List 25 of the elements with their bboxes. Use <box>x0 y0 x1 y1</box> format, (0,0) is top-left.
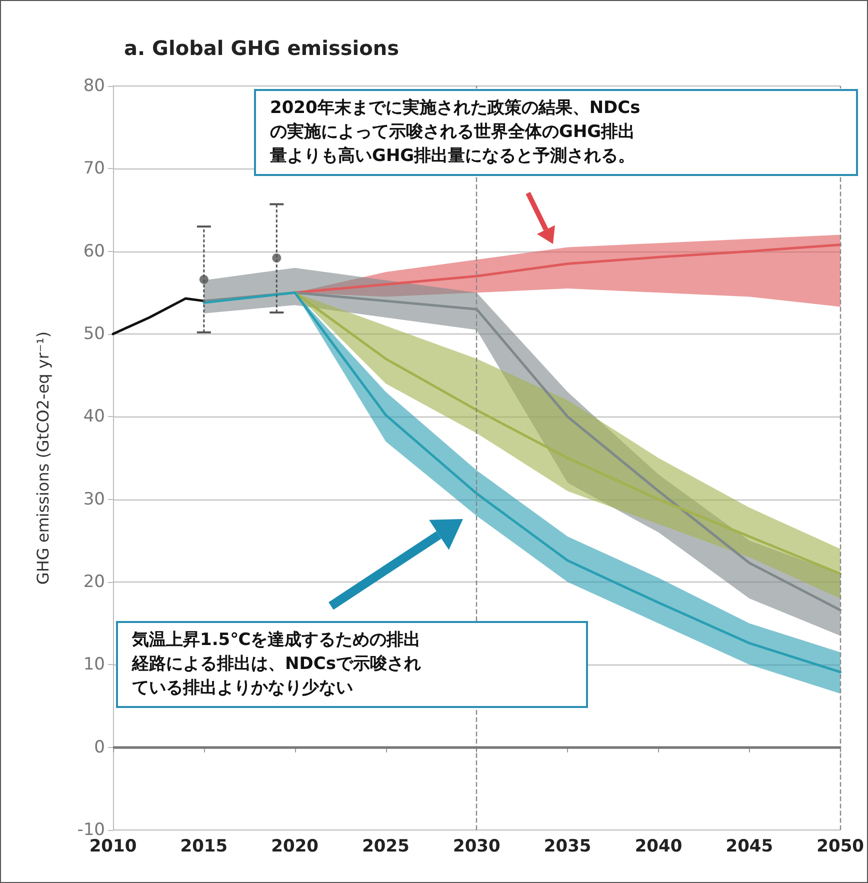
x-tick-label: 2025 <box>362 836 410 856</box>
x-tick-label: 2020 <box>271 836 319 856</box>
annotation: 気温上昇1.5℃を達成するための排出経路による排出は、NDCsで示唆されている排出よりかなり少ない <box>132 629 422 700</box>
callout-box: 2020年末までに実施された政策の結果、NDCsの実施によって示唆される世界全体のGHG排出量よりも高いGHG排出量になると予測される。 <box>254 89 858 176</box>
y-tick-label: 70 <box>83 158 105 179</box>
x-tick-label: 2035 <box>544 836 592 856</box>
y-tick-label: 30 <box>83 489 105 510</box>
y-tick-label: 40 <box>83 406 105 427</box>
annotation: 2020年末までに実施された政策の結果、NDCsの実施によって示唆される世界全体のGHG排出量よりも高いGHG排出量になると予測される。 <box>270 97 642 168</box>
y-axis-title: GHG emissions (GtCO2-eq yr⁻¹) <box>34 331 52 585</box>
x-tick-label: 2015 <box>180 836 228 856</box>
y-tick-label: 20 <box>83 572 105 592</box>
x-tick-label: 2050 <box>816 836 864 856</box>
y-tick-label: 10 <box>83 654 105 675</box>
y-tick-label: 60 <box>83 241 105 262</box>
x-tick-label: 2045 <box>726 836 774 856</box>
x-tick-label: 2040 <box>634 836 682 856</box>
y-tick-label: 50 <box>83 324 105 344</box>
y-tick-label: 80 <box>83 76 105 96</box>
y-tick-label: 0 <box>94 737 105 758</box>
line-series <box>294 243 842 294</box>
line-series <box>112 297 206 336</box>
x-tick-label: 2030 <box>453 836 500 856</box>
callout-box: 気温上昇1.5℃を達成するための排出経路による排出は、NDCsで示唆されている排出よりかなり少ない <box>116 621 588 708</box>
chart-title: a. Global GHG emissions <box>124 36 400 60</box>
